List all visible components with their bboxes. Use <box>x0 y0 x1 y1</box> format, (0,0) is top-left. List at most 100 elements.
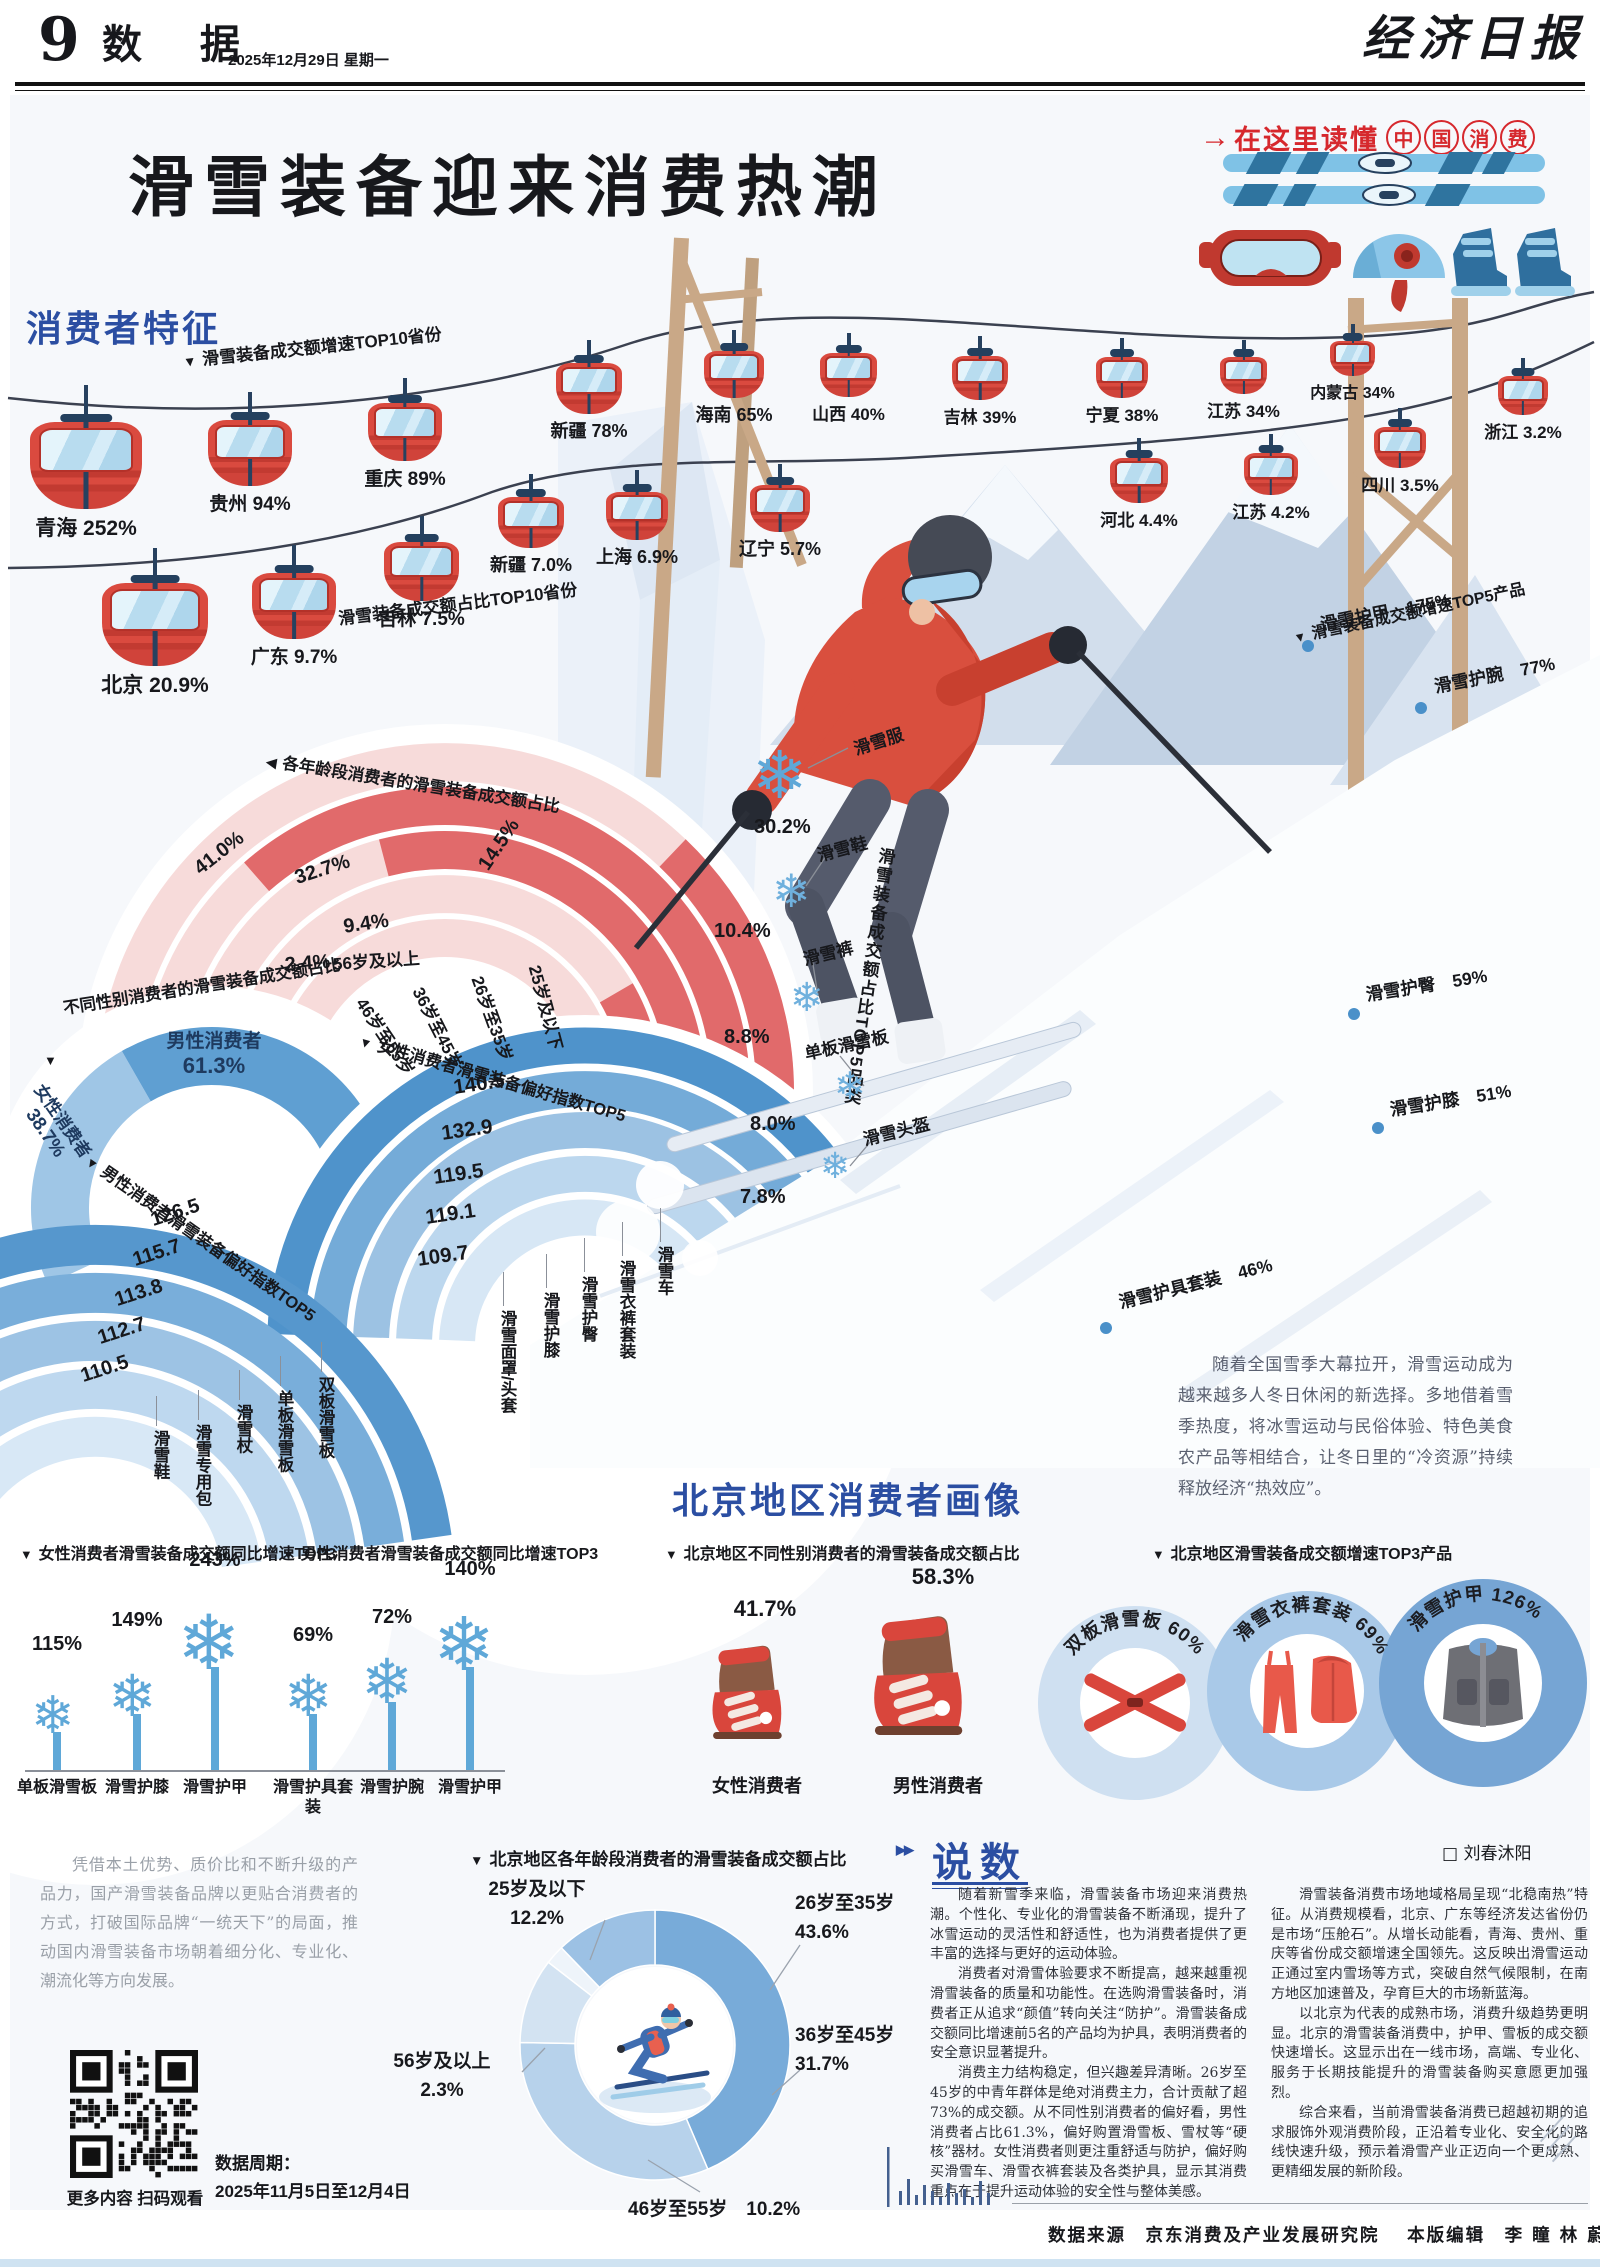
triangle-marker: ▼ <box>1152 1547 1165 1562</box>
commentary-paragraph: 消费主力结构稳定，但兴趣差异清晰。26岁至45岁的中青年群体是绝对消费主力，合计… <box>930 2065 1247 2200</box>
cable-car: 重庆 89% <box>364 378 446 492</box>
cable-car-label: 新疆 78% <box>550 421 628 441</box>
lift-pylon-b <box>1347 298 1469 818</box>
cable-car: 吉林 7.5% <box>378 516 465 632</box>
leader-line <box>503 1272 504 1306</box>
masthead-logo: 经济日报 <box>1362 11 1587 67</box>
cable-car: 宁夏 38% <box>1086 338 1158 429</box>
leader-line <box>622 1222 623 1256</box>
chart-title-bj-female-top3: ▼ 女性消费者滑雪装备成交额同比增速TOP3 <box>20 1546 337 1563</box>
donut-label: 36岁至45岁 31.7% <box>795 2025 895 2075</box>
badge-text: 在这里读懂 <box>1234 125 1379 155</box>
chart-title-bj-top3-products: ▼ 北京地区滑雪装备成交额增速TOP3产品 <box>1152 1546 1453 1563</box>
cable-car-label: 浙江 3.2% <box>1484 423 1562 442</box>
triangle-marker: ▼ <box>665 1547 678 1562</box>
cable-car: 四川 3.5% <box>1361 408 1439 499</box>
tree-stem <box>466 1667 474 1770</box>
ski-suit-icon <box>1263 1650 1357 1733</box>
cable-car: 广东 9.7% <box>250 545 338 670</box>
snowflake-icon: ❄ <box>361 1648 413 1717</box>
tree-category: 滑雪护腕 <box>359 1779 424 1796</box>
snowflake-icon: ❄ <box>108 1664 157 1729</box>
corner-slashes <box>1535 2115 1577 2163</box>
boot-category: 男性消费者 <box>893 1776 983 1796</box>
snowflake-icon: ❄ <box>790 976 824 1020</box>
category-value: 8.8% <box>724 1026 770 1048</box>
category-value: 7.8% <box>740 1186 786 1208</box>
tree-category: 滑雪护膝 <box>104 1779 169 1796</box>
tree-category: 滑雪护甲 <box>182 1779 247 1796</box>
cable-car-label: 江苏 34% <box>1207 402 1280 421</box>
triangle-marker: ▼ <box>470 1853 484 1868</box>
cable-car: 新疆 7.0% <box>490 474 572 579</box>
chart-title-bj-male-top3: ▼ 男性消费者滑雪装备成交额同比增速TOP3 <box>282 1546 599 1563</box>
leader-line <box>239 1370 240 1400</box>
section-heading-consumer: 消费者特征 <box>26 308 222 349</box>
tree-stem <box>211 1666 219 1770</box>
boot-value: 41.7% <box>733 1596 797 1621</box>
cable-car: 上海 6.9% <box>596 470 678 571</box>
page-title: 滑雪装备迎来消费热潮 <box>128 150 888 224</box>
data-period-label: 数据周期： <box>215 2154 300 2173</box>
tree-stem <box>388 1701 396 1770</box>
cable-car-label: 北京 20.9% <box>101 674 209 697</box>
section-heading-commentary: 说数 <box>932 1841 1028 1885</box>
cable-car: 贵州 94% <box>208 392 292 517</box>
footer-credits: 数据来源 京东消费及产业发展研究院 本版编辑 李 瞳 林 蔚 <box>1048 2226 1600 2246</box>
commentary-paragraph: 滑雪装备消费市场地域格局呈现“北稳南热”特征。从消费规模看，北京、广东等经济发达… <box>1271 1887 1588 2002</box>
cable-car: 北京 20.9% <box>101 548 209 697</box>
leader-line <box>321 1342 322 1372</box>
commentary-paragraph: 综合来看，当前滑雪装备消费已超越初期的追求服饰外观消费阶段，正沿着专业化、安全化… <box>1271 2104 1588 2181</box>
boot-value: 58.3% <box>911 1564 975 1589</box>
leader-line <box>546 1254 547 1288</box>
cable-car: 海南 65% <box>695 330 773 429</box>
date-line: 2025年12月29日 星期一 <box>228 52 389 69</box>
male-pref-category: 单板滑雪板 <box>275 1390 293 1473</box>
qr-caption: 更多内容 扫码观看 <box>66 2190 204 2208</box>
leader-line <box>280 1356 281 1386</box>
commentary-chevrons: ▶▶ <box>896 1842 914 1857</box>
goggles-icon <box>1199 230 1341 286</box>
helmet-icon <box>1353 234 1445 312</box>
ski-gear-illustration <box>1199 152 1575 312</box>
header-rule <box>15 82 1585 86</box>
bottom-rule <box>1012 2203 1588 2204</box>
cable-car: 河北 4.4% <box>1100 438 1178 534</box>
chart-title-bj-age: ▼ 北京地区各年龄段消费者的滑雪装备成交额占比 <box>470 1850 847 1869</box>
bullet-dot-icon <box>1348 1008 1360 1020</box>
cable-car-label: 重庆 89% <box>364 469 446 490</box>
cable-car-label: 吉林 39% <box>943 408 1017 427</box>
commentary-underline-thin <box>932 1888 1028 1889</box>
category-value: 10.4% <box>714 920 771 942</box>
bullet-dot-icon <box>1100 1322 1112 1334</box>
triangle-marker: ▼ <box>20 1547 33 1562</box>
leader-line <box>660 1208 661 1242</box>
cable-car: 江苏 34% <box>1207 340 1280 425</box>
chart-title-bj-gender: ▼ 北京地区不同性别消费者的滑雪装备成交额占比 <box>665 1546 1020 1563</box>
bullet-dot-icon <box>1302 640 1314 652</box>
tick-decoration <box>887 2147 990 2207</box>
tree-baseline <box>25 1770 505 1772</box>
cable-car-label: 青海 252% <box>35 517 137 540</box>
skis-icon <box>1083 1673 1187 1732</box>
female-pref-category: 滑雪车 <box>655 1246 673 1296</box>
intro-paragraph: 随着全国雪季大幕拉开，滑雪运动成为越来越多人冬日休闲的新选择。多地借着雪季热度，… <box>1178 1355 1513 1499</box>
commentary-author: □ 刘春沐阳 <box>1442 1844 1532 1864</box>
cable-car-label: 吉林 7.5% <box>378 609 465 630</box>
triangle-marker: ◀ <box>265 753 278 771</box>
female-pref-category: 滑雪护膝 <box>541 1292 559 1358</box>
qr-code <box>70 2050 198 2178</box>
snowflake-icon: ❄ <box>752 738 808 812</box>
cable-car-label: 辽宁 5.7% <box>738 539 822 559</box>
cable-car-label: 江苏 4.2% <box>1232 503 1310 522</box>
cable-car-label: 广东 9.7% <box>250 647 338 668</box>
female-pref-category: 滑雪衣裤套装 <box>617 1260 635 1359</box>
cable-car-label: 海南 65% <box>695 405 773 425</box>
leader-lines <box>805 747 873 1167</box>
cable-car-label: 四川 3.5% <box>1361 476 1439 495</box>
triangle-marker: ▼ <box>282 1547 295 1562</box>
donut-label: 25岁及以下 12.2% <box>488 1879 586 1929</box>
commentary-paragraph: 以北京为代表的成熟市场，消费升级趋势更明显。北京的滑雪装备消费中，护甲、雪板的成… <box>1271 2005 1588 2101</box>
